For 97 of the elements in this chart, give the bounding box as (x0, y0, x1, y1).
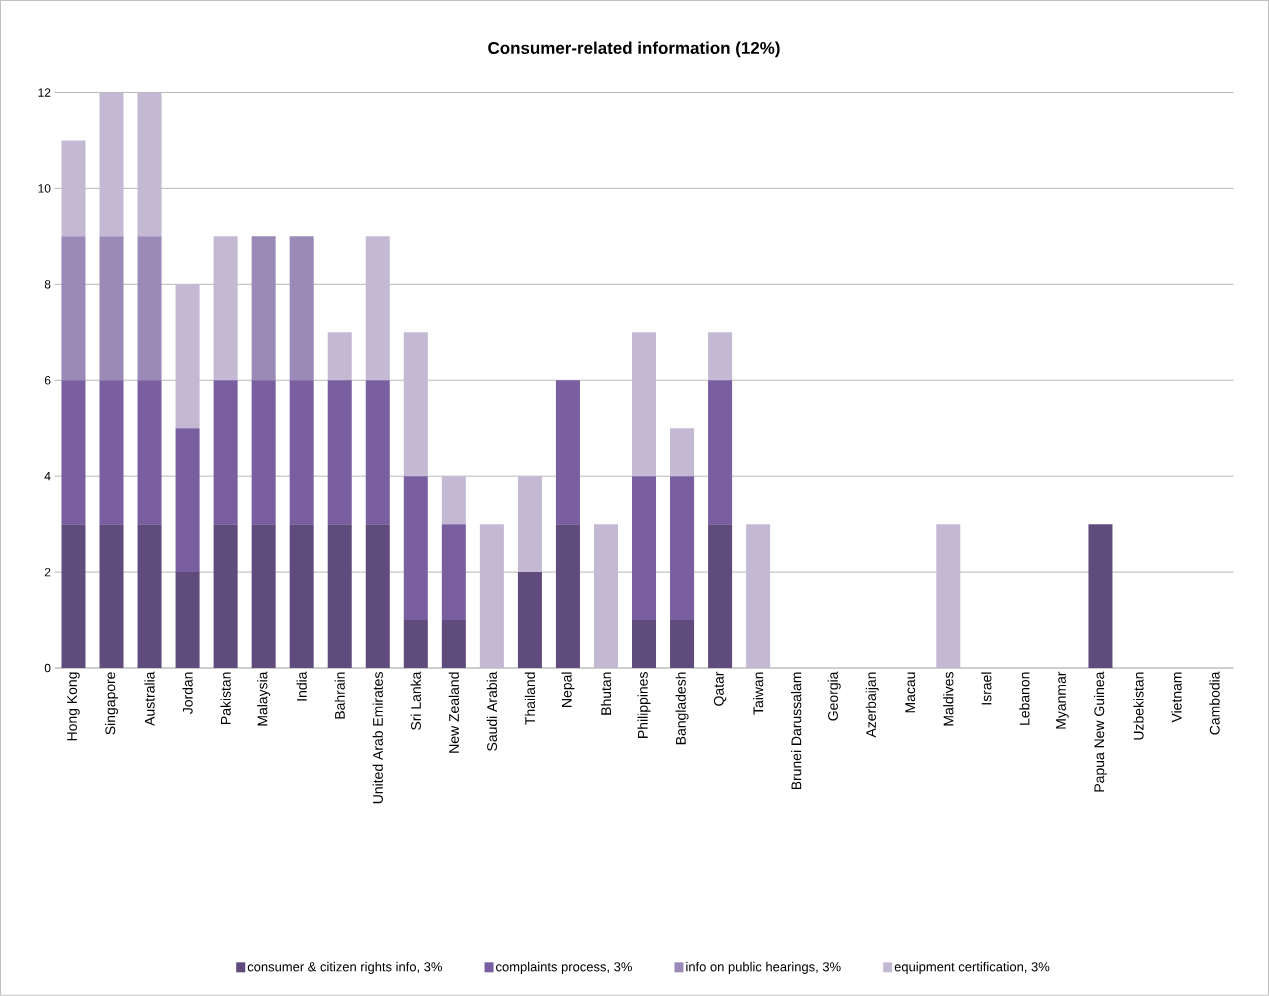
bar (632, 620, 657, 669)
legend-label: info on public hearings, 3% (686, 961, 841, 975)
x-tick-label: Jordan (182, 672, 193, 715)
bar (61, 380, 86, 525)
bar (327, 380, 352, 525)
bar (213, 236, 238, 381)
x-tick-label: Israel (981, 672, 992, 705)
legend-label: equipment certification, 3% (894, 961, 1050, 975)
x-tick-label: Bhutan (600, 672, 612, 715)
bar (517, 476, 542, 573)
x-tick-label: Vietnam (1171, 672, 1182, 723)
x-tick-label: Uzbekistan (1133, 672, 1144, 740)
x-tick-label: Bahrain (334, 672, 345, 719)
bar (708, 524, 733, 669)
x-tick-label: Taiwan (753, 672, 764, 715)
bar (441, 524, 466, 621)
x-tick-label: Azerbaijan (865, 672, 879, 738)
legend-label: complaints process, 3% (496, 961, 632, 975)
x-tick-label: Qatar (713, 671, 727, 706)
x-tick-label: Georgia (827, 671, 841, 721)
bar (137, 92, 162, 237)
x-tick-label: United Arab Emirates (372, 672, 383, 804)
x-tick-label: Thailand (524, 672, 536, 725)
y-tick-label: 10 (38, 184, 51, 193)
bar (99, 236, 124, 381)
x-tick-label: Papua New Guinea (1093, 671, 1107, 792)
bar (403, 476, 428, 621)
bar (670, 428, 695, 477)
bar (137, 524, 162, 669)
bar (289, 524, 314, 669)
bar (403, 620, 428, 669)
bar (365, 236, 390, 381)
bar (327, 524, 352, 669)
chart-title: Consumer-related information (12%) (488, 41, 780, 58)
bar (175, 572, 200, 669)
bar (936, 524, 961, 669)
bar (403, 332, 428, 477)
y-tick-label: 8 (44, 280, 51, 289)
y-tick-label: 2 (44, 568, 51, 577)
x-tick-label: Malaysia (257, 671, 271, 726)
x-tick-label: Lebanon (1019, 672, 1030, 725)
y-tick-label: 4 (44, 472, 51, 481)
x-tick-label: Nepal (561, 672, 575, 708)
x-tick-label: Myanmar (1056, 671, 1069, 729)
bar (555, 524, 580, 669)
bar (137, 236, 162, 381)
bar (670, 476, 695, 621)
bar (441, 476, 466, 525)
x-tick-label: Maldives (943, 672, 954, 726)
bar (708, 332, 733, 381)
bar (213, 380, 238, 525)
bar (251, 380, 276, 525)
x-tick-label: Cambodia (1209, 671, 1220, 735)
bar (632, 332, 657, 477)
bar (61, 236, 86, 381)
bar (251, 236, 276, 381)
x-tick-label: India (296, 671, 307, 701)
bar (632, 476, 657, 621)
bar (708, 380, 733, 525)
x-tick-label: Brunei Darussalam (791, 672, 802, 790)
bar (555, 380, 580, 525)
bar (175, 428, 200, 573)
bar (1088, 524, 1113, 669)
bar (61, 140, 86, 237)
bar (746, 524, 771, 669)
y-tick-label: 0 (44, 663, 51, 673)
bar (175, 284, 200, 429)
x-tick-label: New Zealand (448, 672, 459, 753)
x-tick-label: Australia (144, 671, 155, 726)
x-tick-label: Philippines (637, 672, 651, 739)
bar (289, 380, 314, 525)
bar (99, 380, 124, 525)
x-tick-label: Bangladesh (675, 672, 689, 745)
x-tick-label: Saudi Arabia (486, 671, 498, 751)
x-tick-label: Singapore (105, 672, 119, 735)
bar (593, 524, 618, 669)
x-tick-label: Macau (905, 672, 916, 713)
bar (517, 572, 542, 669)
bar (441, 620, 466, 669)
bar (61, 524, 86, 669)
x-tick-label: Hong Kong (67, 672, 80, 741)
bar (289, 236, 314, 381)
bar (99, 92, 124, 237)
bar (99, 524, 124, 669)
bar (327, 332, 352, 381)
y-tick-label: 6 (44, 376, 51, 385)
x-tick-label: Pakistan (220, 672, 231, 725)
bar (213, 524, 238, 669)
bar (251, 524, 276, 669)
bar (137, 380, 162, 525)
bar (365, 380, 390, 525)
legend-label: consumer & citizen rights info, 3% (247, 961, 443, 975)
bar (670, 620, 695, 669)
bar (365, 524, 390, 669)
bar (479, 524, 504, 669)
x-tick-label: Sri Lanka (410, 671, 421, 731)
y-tick-label: 12 (38, 88, 51, 97)
